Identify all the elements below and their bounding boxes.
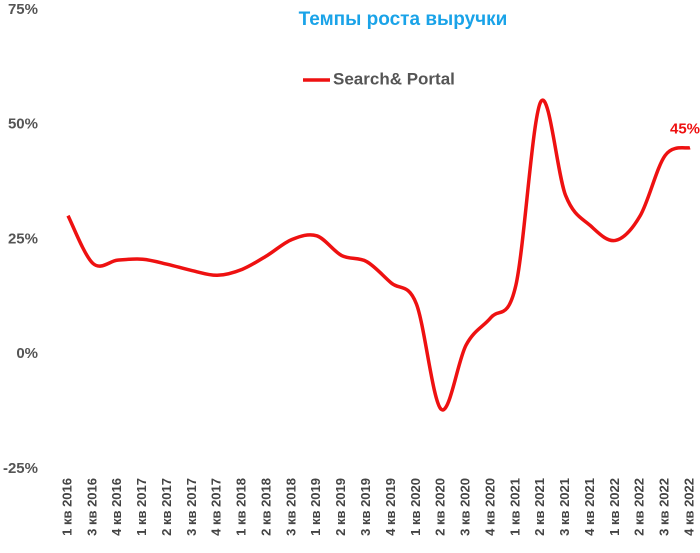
x-tick-label: 1 кв 2017 xyxy=(134,478,149,536)
x-tick-label: 3 кв 2020 xyxy=(458,478,473,536)
x-tick-label: 2 кв 2021 xyxy=(532,478,547,536)
line xyxy=(66,98,691,412)
x-tick-label: 2 кв 2019 xyxy=(333,478,348,536)
y-tick-label: 75% xyxy=(8,1,38,18)
x-tick-label: 1 кв 2016 xyxy=(59,478,74,536)
x-tick-label: 2 кв 2017 xyxy=(159,478,174,536)
x-tick-label: 2 кв 2020 xyxy=(433,478,448,536)
x-tick-label: 1 кв 2020 xyxy=(408,478,423,536)
x-tick-label: 3 кв 2018 xyxy=(283,478,298,536)
y-tick-label: 0% xyxy=(16,345,38,362)
x-tick-label: 4 кв 2016 xyxy=(109,478,124,536)
x-tick-label: 3 кв 2022 xyxy=(657,478,672,536)
y-tick-label: -25% xyxy=(3,460,38,477)
x-tick-label: 3 кв 2021 xyxy=(557,478,572,536)
x-tick-label: 3 кв 2016 xyxy=(84,478,99,536)
chart-title: Темпы роста выручки xyxy=(299,9,508,30)
x-tick-label: 4 кв 2021 xyxy=(582,478,597,536)
x-tick-label: 1 кв 2018 xyxy=(234,478,249,536)
x-tick-label: 4 кв 2020 xyxy=(482,478,497,536)
x-tick-label: 1 кв 2019 xyxy=(308,478,323,536)
x-tick-label: 2 кв 2022 xyxy=(632,478,647,536)
y-tick-label: 25% xyxy=(8,230,38,247)
x-tick-label: 4 кв 2022 xyxy=(681,478,696,536)
x-tick-label: 3 кв 2017 xyxy=(184,478,199,536)
x-tick-label: 4 кв 2019 xyxy=(383,478,398,536)
x-tick-label: 1 кв 2022 xyxy=(607,478,622,536)
x-tick-label: 3 кв 2019 xyxy=(358,478,373,536)
legend-label: Search& Portal xyxy=(333,69,455,88)
y-tick-label: 50% xyxy=(8,116,38,133)
x-tick-label: 4 кв 2017 xyxy=(209,478,224,536)
data-label: 45% xyxy=(670,121,700,138)
x-tick-label: 2 кв 2018 xyxy=(258,478,273,536)
x-tick-label: 1 кв 2021 xyxy=(507,478,522,536)
